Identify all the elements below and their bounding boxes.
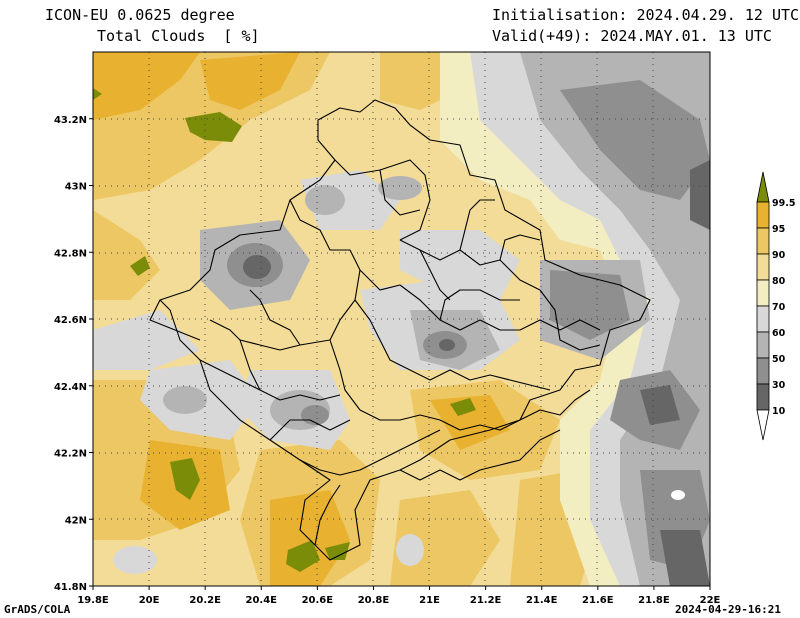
lon-label: 21.6E	[582, 595, 614, 606]
model-title: ICON-EU 0.0625 degree	[45, 6, 235, 24]
colorbar-box	[756, 279, 770, 307]
lat-lon-grid	[93, 52, 710, 586]
lon-label: 21E	[419, 595, 440, 606]
colorbar-label: 90	[772, 250, 786, 261]
colorbar-label: 80	[772, 276, 786, 287]
init-time: Initialisation: 2024.04.29. 12 UTC	[492, 6, 800, 24]
lon-labels: 19.8E 20E 20.2E 20.4E 20.6E 20.8E 21E 21.2E 21.4…	[77, 595, 720, 606]
colorbar-label: 30	[772, 380, 786, 391]
colorbar-box	[756, 253, 770, 281]
lon-label: 20.6E	[302, 595, 334, 606]
lat-labels: 43.2N 43N 42.8N 42.6N 42.4N 42.2N 42N 41.8N	[54, 115, 87, 593]
lon-label: 22E	[700, 595, 721, 606]
colorbar-label: 50	[772, 354, 786, 365]
colorbar: 99.5 95 90 80 70 60 50 30 10	[756, 171, 795, 441]
lat-label: 42.8N	[54, 248, 87, 259]
variable-title: Total Clouds [ %]	[97, 27, 260, 45]
software-credit: GrADS/COLA	[4, 603, 71, 616]
lon-label: 20.4E	[246, 595, 278, 606]
lat-label: 43N	[65, 182, 87, 193]
colorbar-bottom-arrow	[756, 409, 770, 441]
lon-label: 20.8E	[358, 595, 390, 606]
colorbar-label: 10	[772, 406, 786, 417]
lat-label: 41.8N	[54, 582, 87, 593]
valid-time: Valid(+49): 2024.MAY.01. 13 UTC	[492, 27, 772, 45]
colorbar-box	[756, 227, 770, 255]
lon-label: 19.8E	[77, 595, 109, 606]
colorbar-box	[756, 357, 770, 385]
colorbar-box	[756, 331, 770, 359]
colorbar-top-arrow	[756, 171, 770, 203]
lat-label: 42.4N	[54, 382, 87, 393]
lon-label: 21.4E	[526, 595, 558, 606]
colorbar-label: 70	[772, 302, 786, 313]
lon-label: 20E	[139, 595, 160, 606]
axis-ticks	[89, 118, 711, 590]
colorbar-label: 95	[772, 224, 785, 235]
lat-label: 42.6N	[54, 315, 87, 326]
lon-label: 20.2E	[189, 595, 221, 606]
colorbar-box	[756, 305, 770, 333]
colorbar-label: 60	[772, 328, 786, 339]
admin-borders	[149, 99, 651, 561]
lon-label: 21.8E	[638, 595, 670, 606]
lat-label: 43.2N	[54, 115, 87, 126]
lat-label: 42.2N	[54, 449, 87, 460]
cloud-field	[93, 52, 710, 586]
colorbar-box	[756, 201, 770, 229]
colorbar-label: 99.5	[772, 198, 795, 209]
plot-timestamp: 2024-04-29-16:21	[675, 603, 781, 616]
lat-label: 42N	[65, 515, 87, 526]
lon-label: 21.2E	[470, 595, 502, 606]
colorbar-box	[756, 383, 770, 411]
